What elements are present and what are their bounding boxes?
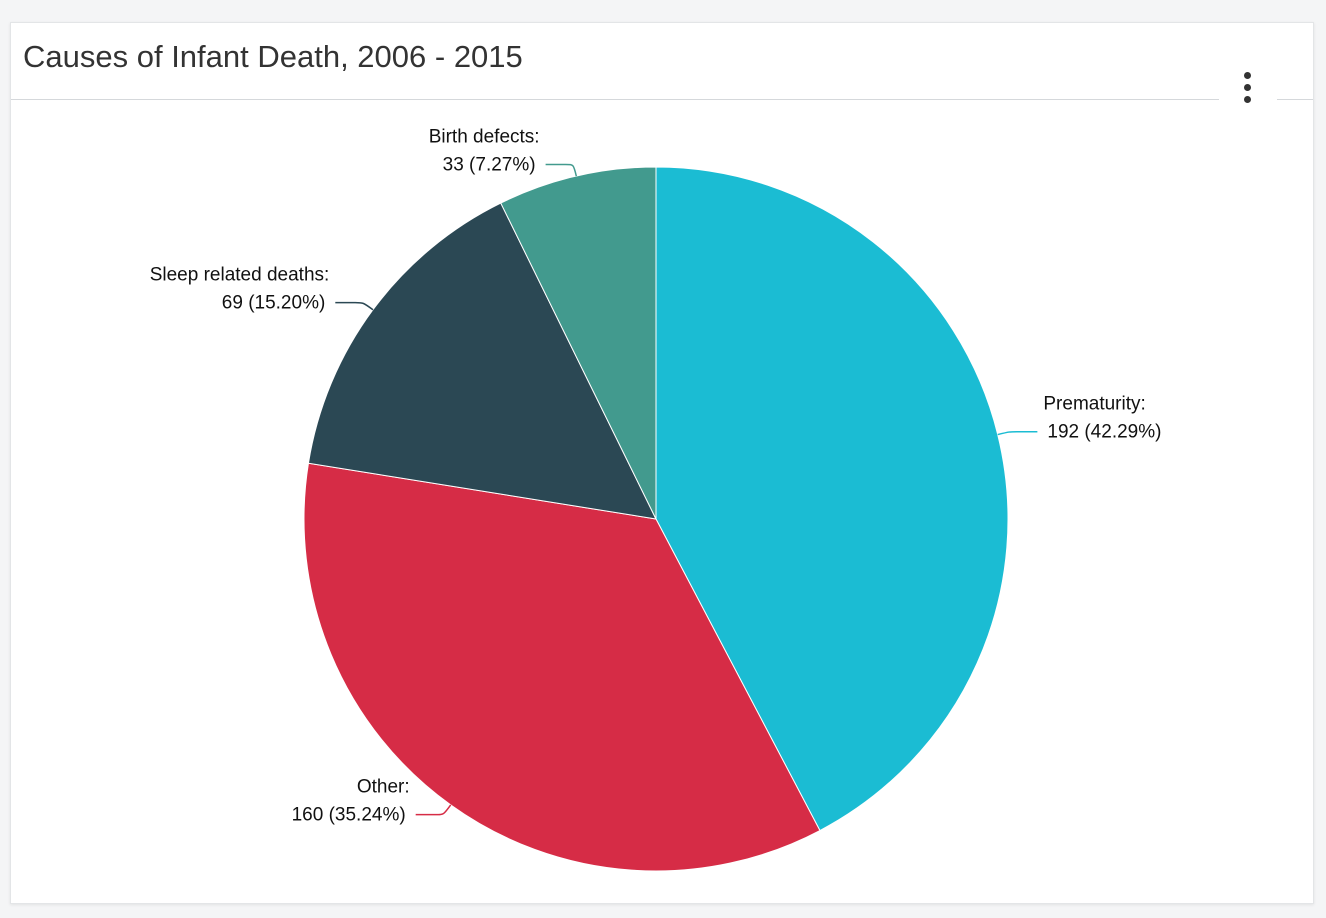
slice-label-value: 192 (42.29%) [1047,422,1161,443]
slice-label-name: Other: [357,777,410,798]
slice-label-prematurity: Prematurity: 192 (42.29%) [1043,394,1161,443]
chart-title: Causes of Infant Death, 2006 - 2015 [23,39,523,74]
connector-birth-defects [545,163,578,177]
pie-slices [303,166,1009,872]
chart-menu-button[interactable] [1233,67,1261,107]
vertical-ellipsis-icon [1243,71,1251,79]
slice-label-value: 160 (35.24%) [292,805,406,826]
title-divider-right [1277,99,1313,100]
slice-label-value: 69 (15.20%) [222,293,326,314]
connector-sleep-related-deaths [335,301,374,311]
pie-slice-prematurity[interactable] [655,166,1009,832]
pie-slice-other[interactable] [303,462,821,872]
slice-label-birth-defects: Birth defects: 33 (7.27%) [429,126,540,175]
connector-prematurity [997,430,1038,436]
slice-labels: Prematurity: 192 (42.29%) Other: 160 (35.24… [150,126,1162,825]
connector-other [415,804,452,816]
label-connectors [335,163,1038,816]
vertical-ellipsis-icon-dot [1243,83,1251,91]
slice-label-other: Other: 160 (35.24%) [292,777,410,826]
pie-slice-birth-defects[interactable] [500,166,657,520]
slice-label-name: Birth defects: [429,126,540,147]
pie-slice-sleep-related-deaths[interactable] [307,202,657,520]
slice-label-sleep-related-deaths: Sleep related deaths: 69 (15.20%) [150,265,330,314]
slice-label-value: 33 (7.27%) [443,154,536,175]
title-divider [11,99,1219,100]
slice-label-name: Sleep related deaths: [150,265,330,286]
slice-label-name: Prematurity: [1043,394,1145,415]
vertical-ellipsis-icon-dot [1243,95,1251,103]
